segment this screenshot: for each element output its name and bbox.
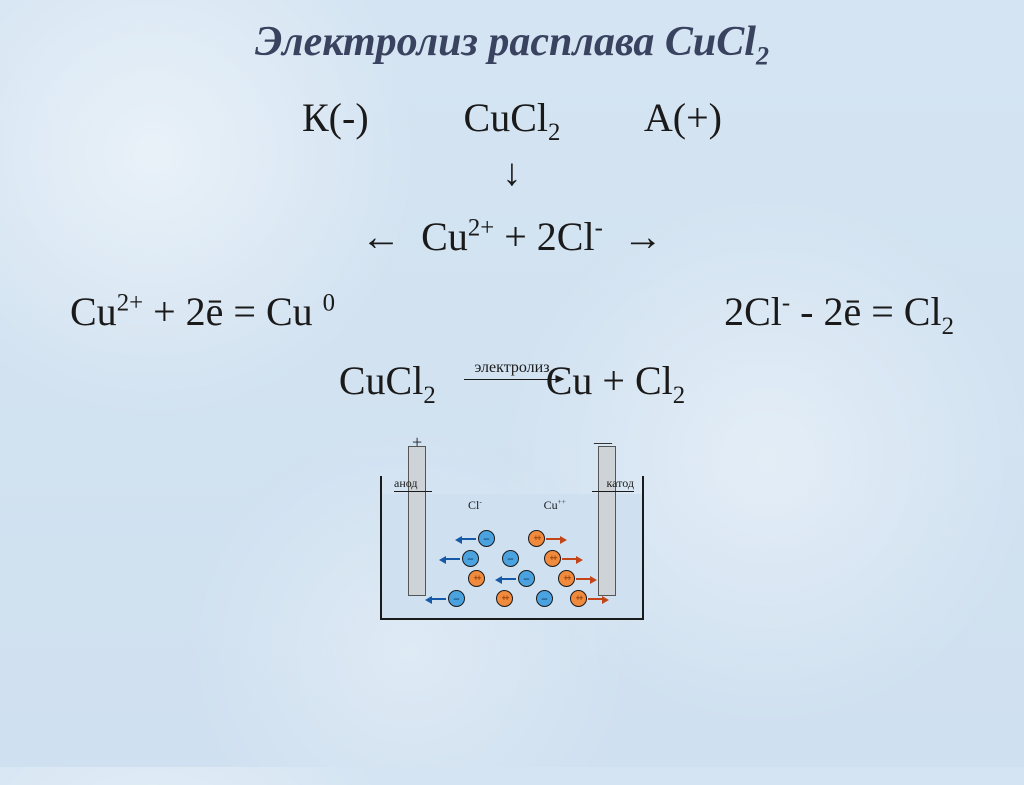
title-sub: 2 bbox=[756, 41, 769, 70]
slide-title: Электролиз расплава CuCl2 bbox=[0, 18, 1024, 66]
arrow-label: электролиз bbox=[474, 359, 549, 377]
anode-half-reaction: 2Cl- - 2ē = Cl2 bbox=[724, 288, 954, 335]
species-cl: Cl- bbox=[468, 498, 482, 513]
anion-particle: − bbox=[536, 590, 553, 607]
ion-motion-arrow bbox=[432, 598, 446, 600]
cation-particle: ++ bbox=[570, 590, 587, 607]
ion-motion-arrow bbox=[446, 558, 460, 560]
anion-particle: − bbox=[502, 550, 519, 567]
anion-particle: − bbox=[448, 590, 465, 607]
anion-particle: − bbox=[478, 530, 495, 547]
compound-sub: 2 bbox=[548, 119, 560, 146]
overall-lhs: CuCl2 bbox=[339, 357, 436, 404]
electrolysis-diagram: + — анод катод Cl- Cu++ −++−−++++−++−++−… bbox=[368, 432, 656, 624]
anode-text: анод bbox=[394, 476, 418, 491]
species-cu: Cu++ bbox=[544, 498, 566, 513]
dissociation-row: ← Cu2+ + 2Cl- → bbox=[0, 213, 1024, 260]
cathode-label: К(-) bbox=[162, 94, 382, 141]
cathode-half-reaction: Cu2+ + 2ē = Cu 0 bbox=[70, 288, 335, 335]
cation-particle: ++ bbox=[544, 550, 561, 567]
ion-motion-arrow bbox=[562, 558, 576, 560]
compound-base: CuCl bbox=[464, 95, 548, 140]
ion-motion-arrow bbox=[588, 598, 602, 600]
ion-motion-arrow bbox=[546, 538, 560, 540]
anode-underline bbox=[394, 491, 432, 492]
cation-particle: ++ bbox=[528, 530, 545, 547]
half-reactions-row: Cu2+ + 2ē = Cu 0 2Cl- - 2ē = Cl2 bbox=[0, 288, 1024, 335]
cathode-underline bbox=[592, 491, 634, 492]
anion-particle: − bbox=[462, 550, 479, 567]
down-arrow: ↓ bbox=[0, 151, 1024, 195]
ion-motion-arrow bbox=[576, 578, 590, 580]
plus-sign: + bbox=[504, 214, 537, 259]
electrolysis-diagram-wrap: + — анод катод Cl- Cu++ −++−−++++−++−++−… bbox=[0, 432, 1024, 624]
anion-particle: − bbox=[518, 570, 535, 587]
title-text: Электролиз расплава CuCl bbox=[255, 19, 756, 65]
cation: Cu2+ bbox=[411, 213, 494, 260]
overall-rhs: Cu + Cl2 bbox=[546, 357, 685, 404]
slide-body: К(-) CuCl2 А(+) ↓ ← Cu2+ + 2Cl- → Cu2+ +… bbox=[0, 94, 1024, 624]
ion-motion-arrow bbox=[462, 538, 476, 540]
compound-label: CuCl2 bbox=[382, 94, 642, 141]
left-arrow: ← bbox=[361, 214, 401, 259]
cation-particle: ++ bbox=[468, 570, 485, 587]
anion: 2Cl- bbox=[537, 213, 613, 260]
electrode-labels-row: К(-) CuCl2 А(+) bbox=[0, 94, 1024, 141]
anode-label: А(+) bbox=[642, 94, 862, 141]
cation-particle: ++ bbox=[496, 590, 513, 607]
anode-electrode bbox=[408, 446, 426, 596]
cathode-electrode bbox=[598, 446, 616, 596]
cathode-text: катод bbox=[606, 476, 634, 491]
cation-particle: ++ bbox=[558, 570, 575, 587]
ion-motion-arrow bbox=[502, 578, 516, 580]
overall-reaction: CuCl2 электролиз Cu + Cl2 bbox=[0, 357, 1024, 404]
reaction-arrow-line bbox=[464, 379, 560, 380]
reaction-arrow-head bbox=[556, 375, 565, 383]
right-arrow: → bbox=[623, 214, 663, 259]
